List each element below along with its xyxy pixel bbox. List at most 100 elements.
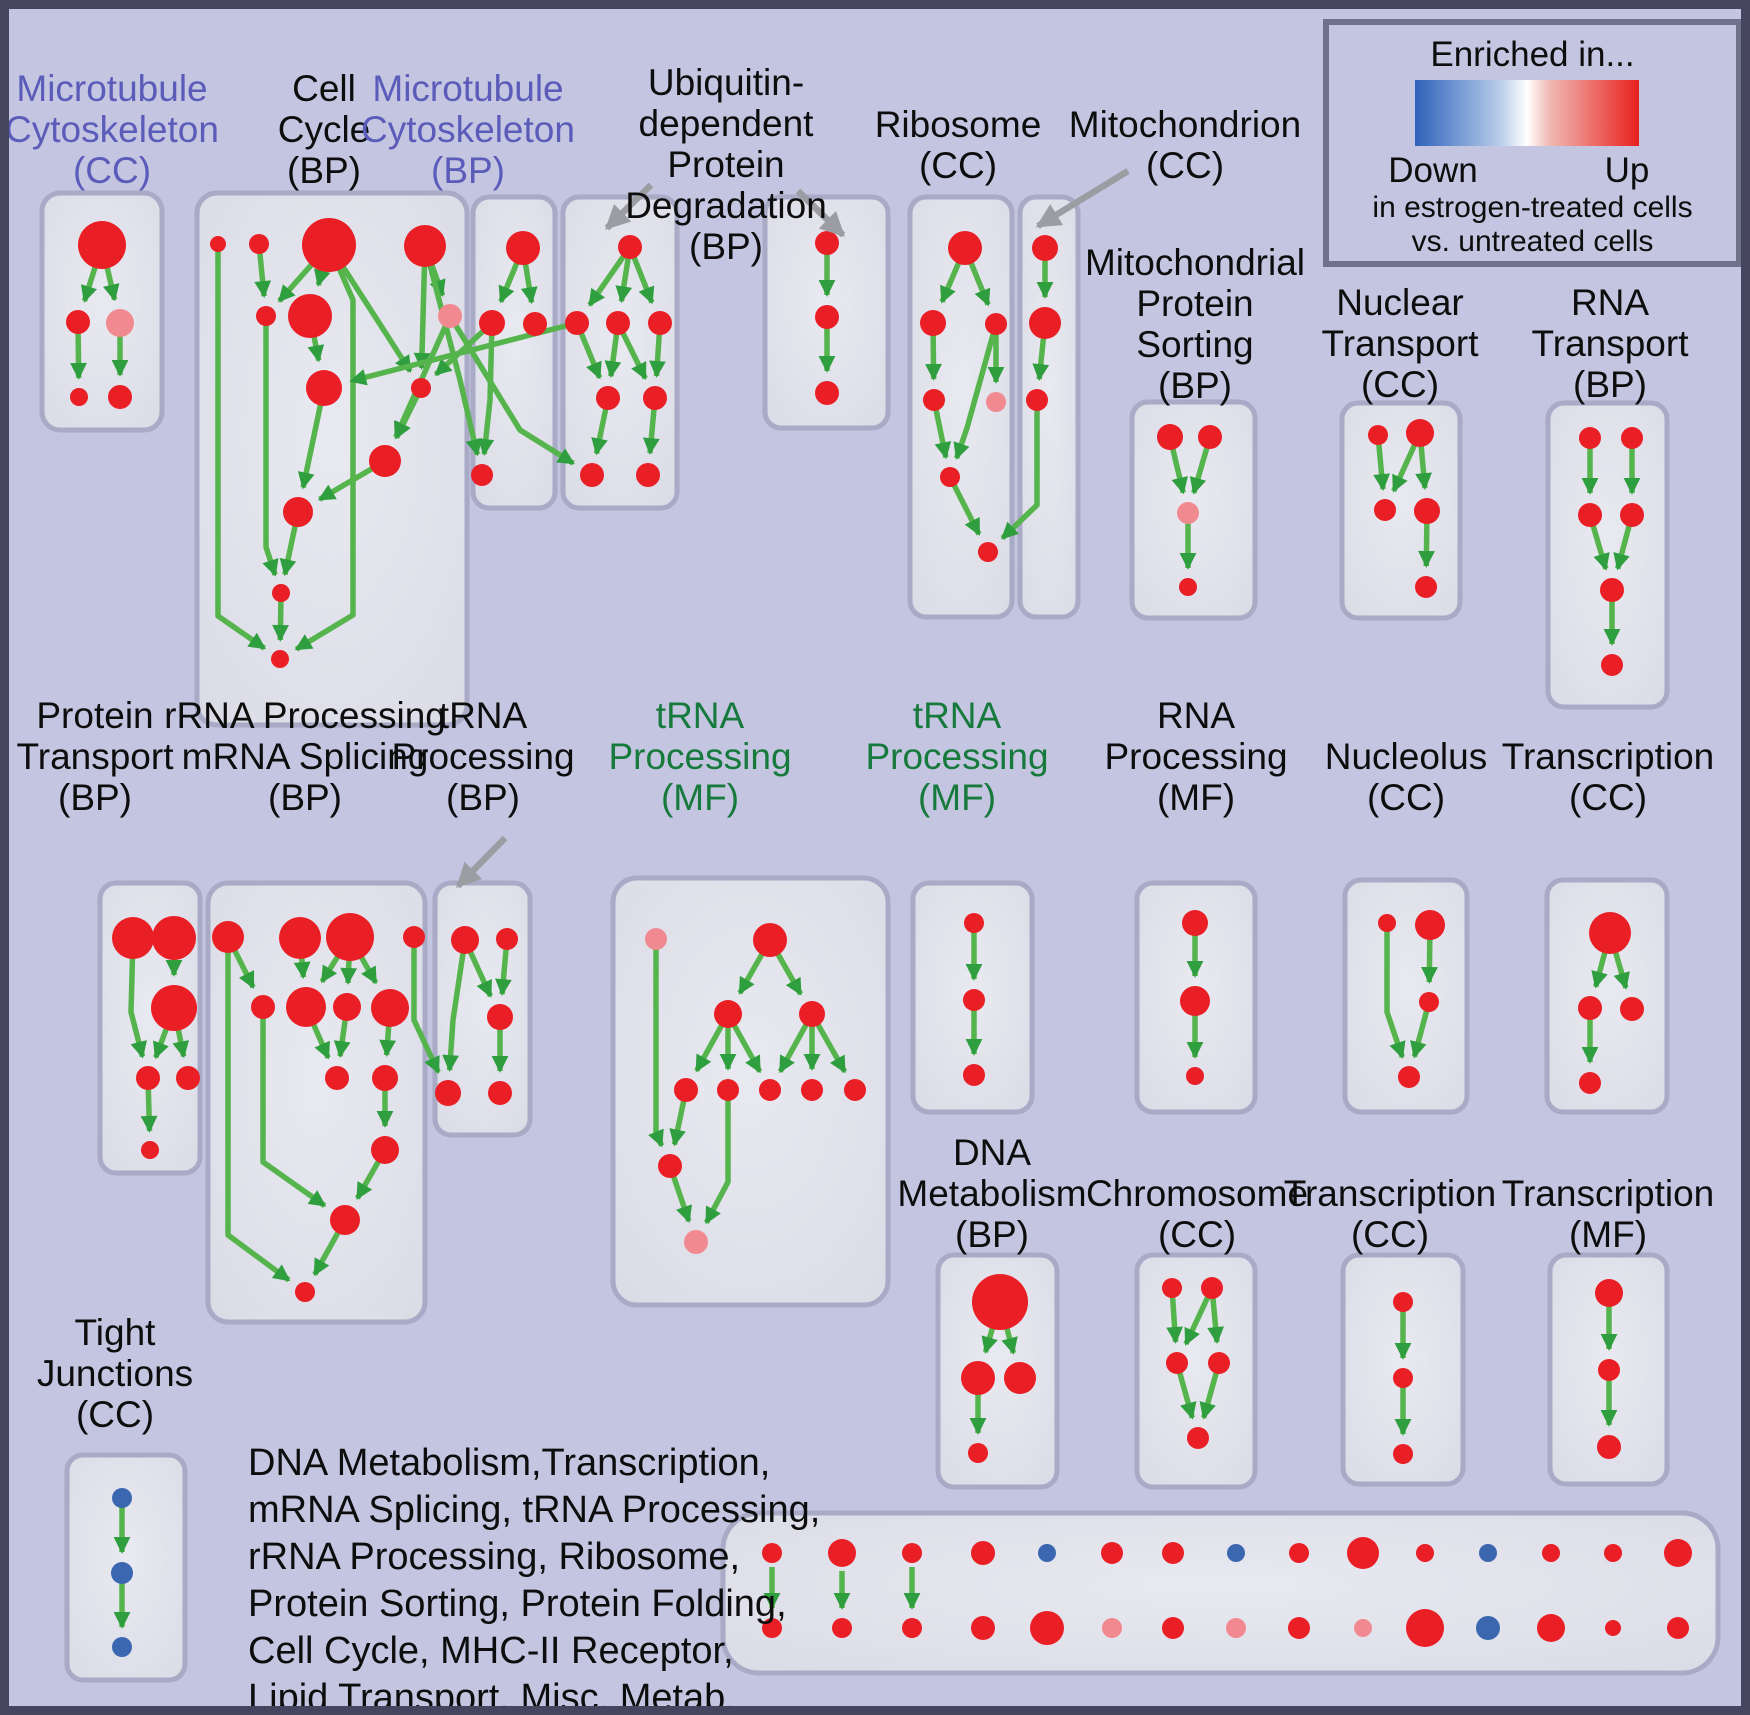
pointer-arrows	[455, 168, 1130, 889]
node-trna-processing-mf-small-S1	[964, 913, 984, 933]
node-rrna-processing-mrna-splicing-bp-RBT	[295, 1282, 315, 1302]
edge	[442, 939, 468, 1072]
node-trna-processing-mf-large-GJ	[658, 1154, 682, 1178]
node-microtubule-cytoskeleton-bp-MR	[523, 312, 547, 336]
cluster-box-nuclear-transport-cc	[1339, 400, 1463, 621]
node-cell-cycle-bp-l	[272, 584, 290, 602]
node-rrna-processing-mrna-splicing-bp-RR3	[326, 913, 374, 961]
node-protein-transport-bp-PT4	[136, 1066, 160, 1090]
strip-node-bottom-10	[1406, 1609, 1444, 1647]
node-ribosome-cc-RP	[986, 392, 1006, 412]
node-microtubule-cytoskeleton-cc-n2	[66, 310, 90, 334]
node-rna-processing-mf-Q2	[1180, 986, 1210, 1016]
node-cell-cycle-bp-m	[271, 650, 289, 668]
node-transcription-cc-2-X2	[1393, 1368, 1413, 1388]
strip-node-top-9	[1347, 1537, 1379, 1569]
node-chromosome-cc-CH2	[1201, 1277, 1223, 1299]
node-cell-cycle-bp-f	[288, 294, 332, 338]
node-mitochondrial-protein-sorting-bp-PB	[1179, 578, 1197, 596]
node-microtubule-cytoskeleton-cc-n4	[70, 388, 88, 406]
node-ubiquitin-degradation-bp-R2R	[648, 311, 672, 335]
node-cell-cycle-bp-g	[438, 304, 462, 328]
node-rrna-processing-mrna-splicing-bp-RB1	[325, 1066, 349, 1090]
node-ubiquitin-degradation-bp-2-V3	[815, 381, 839, 405]
strip-node-bottom-0	[762, 1618, 782, 1638]
node-rna-processing-mf-Q1	[1182, 910, 1208, 936]
edge	[953, 323, 999, 460]
node-rna-transport-bp-RT5	[1600, 578, 1624, 602]
node-rrna-processing-mrna-splicing-bp-RM4	[371, 989, 409, 1027]
edge	[294, 243, 356, 652]
node-rna-transport-bp-RT2	[1621, 427, 1643, 449]
strip-node-top-4	[1038, 1544, 1056, 1562]
node-ubiquitin-degradation-bp-R4R	[636, 463, 660, 487]
strip-node-bottom-6	[1162, 1617, 1184, 1639]
node-chromosome-cc-CH4	[1208, 1352, 1230, 1374]
edge	[260, 1007, 327, 1208]
node-microtubule-cytoskeleton-cc-n1	[78, 221, 126, 269]
node-microtubule-cytoskeleton-bp-T	[506, 231, 540, 265]
strip-node-bottom-8	[1288, 1617, 1310, 1639]
strip-node-top-2	[902, 1543, 922, 1563]
node-nuclear-transport-cc-N1	[1368, 425, 1388, 445]
node-nucleolus-cc-NU4	[1398, 1066, 1420, 1088]
node-transcription-cc-2-X3	[1393, 1444, 1413, 1464]
node-dna-metabolism-bp-DM1	[972, 1274, 1028, 1330]
node-mitochondrial-protein-sorting-bp-P2	[1198, 425, 1222, 449]
node-ubiquitin-degradation-bp-R3R	[643, 386, 667, 410]
node-transcription-mf-Y2	[1598, 1359, 1620, 1381]
node-trna-processing-mf-small-S2	[963, 989, 985, 1011]
node-rrna-processing-mrna-splicing-bp-RM2	[286, 987, 326, 1027]
node-trna-processing-mf-large-GML	[714, 1000, 742, 1028]
legend-gradient-bar	[1415, 80, 1639, 146]
cluster-box-ubiquitin-degradation-bp	[560, 194, 680, 511]
strip-node-top-0	[762, 1543, 782, 1563]
strip-node-top-5	[1101, 1542, 1123, 1564]
node-trna-processing-mf-large-GC4	[801, 1079, 823, 1101]
node-trna-processing-mf-large-GC5	[844, 1079, 866, 1101]
legend-caption-line-2: vs. untreated cells	[1411, 225, 1654, 258]
node-rrna-processing-mrna-splicing-bp-RR2	[279, 917, 321, 959]
node-transcription-mf-Y3	[1597, 1435, 1621, 1459]
node-trna-processing-bp-TBL	[435, 1080, 461, 1106]
edge	[1000, 400, 1040, 541]
edge	[703, 1090, 731, 1225]
node-ribosome-cc-R3	[923, 389, 945, 411]
node-rrna-processing-mrna-splicing-bp-RB2	[372, 1065, 398, 1091]
legend-box: Enriched in... Down Up in estrogen-treat…	[1323, 19, 1742, 267]
node-nucleolus-cc-NU1	[1378, 914, 1396, 932]
strip-node-top-8	[1289, 1543, 1309, 1563]
node-mitochondrion-cc-MT2	[1029, 307, 1061, 339]
node-protein-transport-bp-PT6	[141, 1141, 159, 1159]
node-trna-processing-mf-small-S3	[963, 1064, 985, 1086]
strip-node-bottom-9	[1354, 1619, 1372, 1637]
node-trna-processing-mf-large-GC1	[674, 1078, 698, 1102]
node-ribosome-cc-RMR	[985, 313, 1007, 335]
node-microtubule-cytoskeleton-bp-BOT	[471, 464, 493, 486]
node-transcription-cc-TC1	[1589, 912, 1631, 954]
node-protein-transport-bp-PT5	[176, 1066, 200, 1090]
node-dna-metabolism-bp-DM4	[968, 1443, 988, 1463]
node-nuclear-transport-cc-N3	[1374, 499, 1396, 521]
cluster-box-dna-metabolism-bp	[935, 1252, 1060, 1490]
node-tight-junctions-cc-TJ1	[112, 1488, 132, 1508]
cluster-box-transcription-cc	[1544, 877, 1670, 1115]
node-rrna-processing-mrna-splicing-bp-RC2	[330, 1205, 360, 1235]
edge	[262, 316, 279, 577]
strip-node-top-12	[1542, 1544, 1560, 1562]
strip-node-top-1	[828, 1539, 856, 1567]
node-cell-cycle-bp-k	[283, 497, 313, 527]
pointer-arrow-1	[795, 188, 846, 238]
strip-node-bottom-4	[1030, 1611, 1064, 1645]
node-cell-cycle-bp-d	[404, 225, 446, 267]
node-mitochondrion-cc-MT3	[1026, 389, 1048, 411]
node-mitochondrion-cc-MT1	[1032, 235, 1058, 261]
nodes-layer	[66, 218, 1692, 1657]
edge	[648, 939, 665, 1148]
edge	[225, 937, 291, 1283]
strip-node-bottom-7	[1226, 1618, 1246, 1638]
node-ribosome-cc-RLOW	[940, 467, 960, 487]
cluster-box-chromosome-cc	[1134, 1252, 1258, 1490]
node-transcription-cc-TC2	[1578, 996, 1602, 1020]
strip-node-top-10	[1416, 1544, 1434, 1562]
